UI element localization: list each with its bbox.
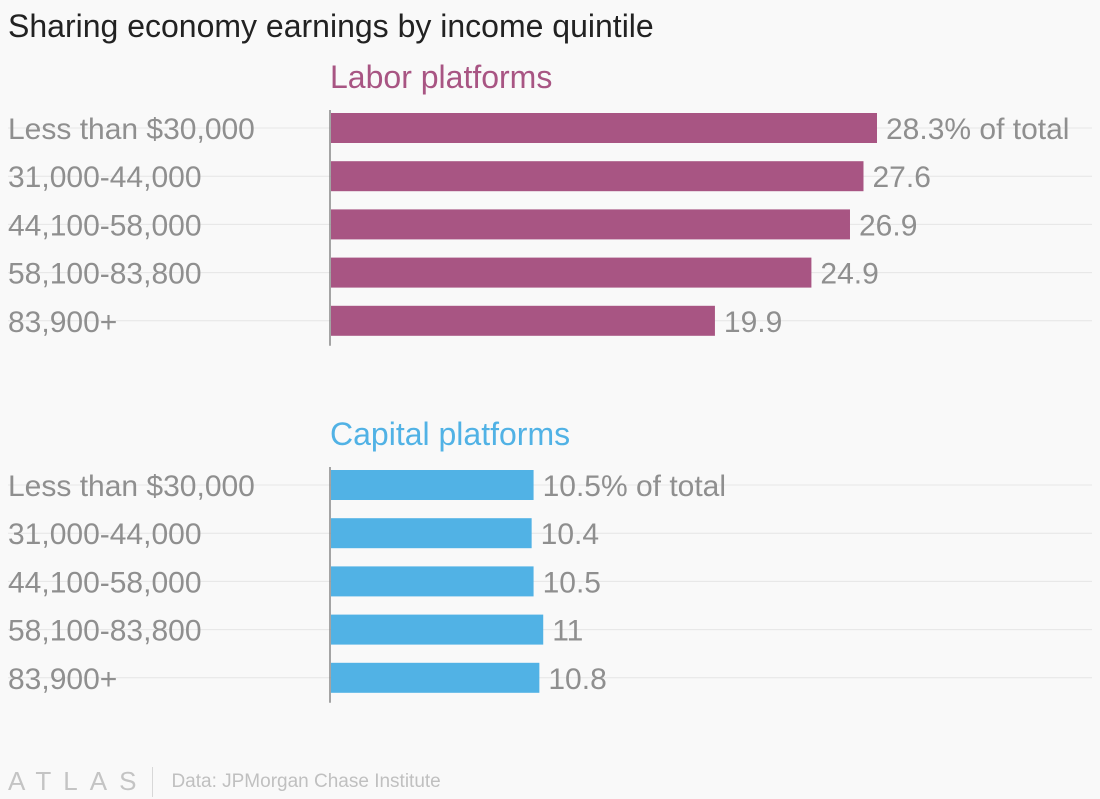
capital-platforms-bar [331, 518, 532, 549]
category-label: Less than $30,000 [8, 113, 255, 146]
category-label: Less than $30,000 [8, 470, 255, 503]
labor-platforms-bar [331, 257, 812, 288]
labor-platforms-bar [331, 113, 877, 143]
category-label: 31,000-44,000 [8, 161, 202, 194]
category-label: 58,100-83,800 [8, 258, 202, 291]
footer-divider [152, 766, 154, 797]
capital-platforms-bar [331, 662, 540, 693]
labor-platforms-bar [331, 305, 715, 336]
source-note: Data: JPMorgan Chase Institute [171, 770, 441, 792]
labor-platforms-bar [331, 209, 850, 240]
labor-platforms-bar [331, 161, 864, 192]
capital-platforms-bar [331, 566, 534, 597]
capital-platforms-panel-title: Capital platforms [330, 416, 570, 452]
capital-platforms-bar [331, 470, 534, 500]
footer: ATLAS Data: JPMorgan Chase Institute [8, 766, 441, 797]
value-label: 28.3% of total [886, 113, 1069, 146]
category-label: 58,100-83,800 [8, 615, 202, 648]
value-label: 19.9 [724, 306, 782, 339]
atlas-logo: ATLAS [8, 766, 149, 796]
value-label: 10.4 [541, 518, 599, 551]
category-label: 44,100-58,000 [8, 566, 202, 599]
value-label: 10.5 [543, 566, 601, 599]
chart-title: Sharing economy earnings by income quint… [8, 8, 654, 44]
value-label: 10.5% of total [543, 470, 726, 503]
value-label: 27.6 [872, 161, 930, 194]
category-label: 31,000-44,000 [8, 518, 202, 551]
category-label: 44,100-58,000 [8, 209, 202, 242]
labor-platforms-panel-title: Labor platforms [330, 59, 552, 95]
value-label: 11 [552, 615, 583, 648]
category-label: 83,900+ [8, 663, 117, 696]
value-label: 26.9 [859, 209, 917, 242]
value-label: 10.8 [548, 663, 606, 696]
value-label: 24.9 [820, 258, 878, 291]
category-label: 83,900+ [8, 306, 117, 339]
capital-platforms-bar [331, 614, 544, 645]
